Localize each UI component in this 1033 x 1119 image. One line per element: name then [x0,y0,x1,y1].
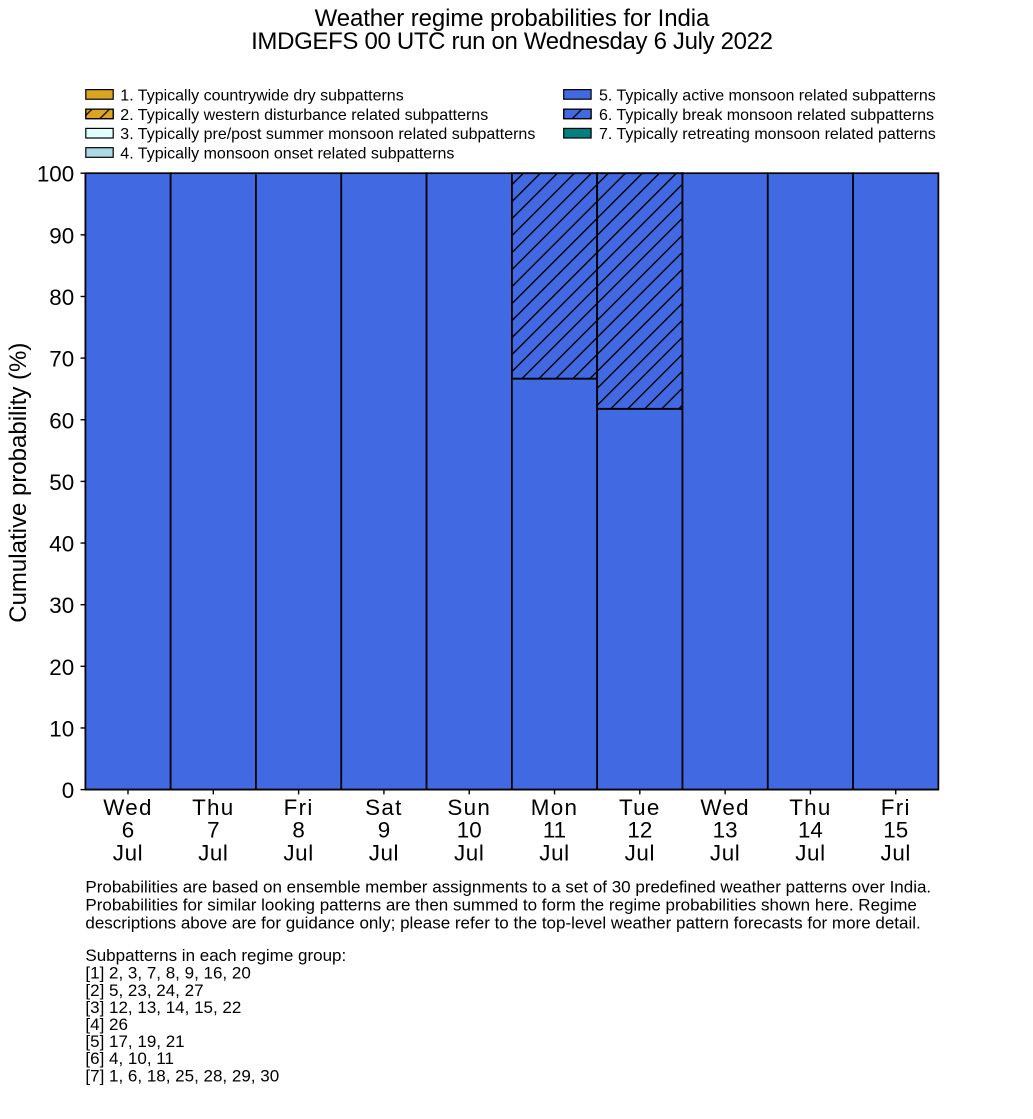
svg-text:Fri: Fri [284,795,314,820]
svg-text:[5] 17, 19, 21: [5] 17, 19, 21 [85,1032,184,1051]
svg-text:15: 15 [883,818,908,843]
svg-text:5. Typically active monsoon re: 5. Typically active monsoon related subp… [599,87,936,104]
svg-text:7. Typically retreating monsoo: 7. Typically retreating monsoon related … [599,126,936,143]
svg-text:4. Typically monsoon onset rel: 4. Typically monsoon onset related subpa… [120,145,454,162]
svg-text:0: 0 [62,778,74,803]
svg-text:Jul: Jul [795,840,825,865]
svg-text:80: 80 [49,285,74,310]
svg-text:50: 50 [49,470,74,495]
svg-text:Subpatterns in each regime gro: Subpatterns in each regime group: [85,946,346,965]
svg-text:10: 10 [457,818,482,843]
svg-text:1. Typically countrywide dry s: 1. Typically countrywide dry subpatterns [120,87,403,104]
svg-text:Jul: Jul [539,840,569,865]
svg-text:90: 90 [49,223,74,248]
svg-text:Sat: Sat [365,795,403,820]
svg-text:Wed: Wed [103,795,153,820]
svg-text:Fri: Fri [881,795,911,820]
svg-text:Jul: Jul [625,840,655,865]
svg-text:Jul: Jul [113,840,143,865]
svg-text:Jul: Jul [283,840,313,865]
svg-text:12: 12 [627,818,652,843]
svg-text:Sun: Sun [447,795,491,820]
svg-text:70: 70 [49,347,74,372]
svg-text:20: 20 [49,655,74,680]
svg-text:100: 100 [37,162,74,187]
svg-text:7: 7 [207,818,219,843]
svg-text:13: 13 [713,818,738,843]
svg-text:6. Typically break monsoon rel: 6. Typically break monsoon related subpa… [599,107,934,124]
svg-text:6: 6 [122,818,134,843]
svg-text:10: 10 [49,716,74,741]
svg-text:8: 8 [292,818,304,843]
svg-text:40: 40 [49,532,74,557]
svg-text:Mon: Mon [531,795,578,820]
svg-text:Jul: Jul [710,840,740,865]
svg-text:30: 30 [49,593,74,618]
svg-text:[2] 5, 23, 24, 27: [2] 5, 23, 24, 27 [85,981,203,1000]
svg-text:Jul: Jul [454,840,484,865]
svg-text:Tue: Tue [619,795,661,820]
svg-text:Jul: Jul [198,840,228,865]
svg-text:Wed: Wed [700,795,750,820]
svg-text:60: 60 [49,408,74,433]
svg-text:Thu: Thu [789,795,831,820]
svg-text:Jul: Jul [881,840,911,865]
svg-text:9: 9 [378,818,390,843]
svg-text:[1] 2, 3, 7, 8, 9, 16, 20: [1] 2, 3, 7, 8, 9, 16, 20 [85,964,250,983]
svg-text:Probabilities are based on ens: Probabilities are based on ensemble memb… [85,878,931,897]
svg-text:Weather regime probabilities f: Weather regime probabilities for India [315,5,710,32]
svg-text:11: 11 [543,818,566,843]
svg-text:[6] 4, 10, 11: [6] 4, 10, 11 [85,1049,174,1068]
svg-text:Probabilities for similar look: Probabilities for similar looking patter… [85,896,917,915]
svg-text:Jul: Jul [369,840,399,865]
svg-text:descriptions above are for gui: descriptions above are for guidance only… [85,914,920,933]
svg-text:14: 14 [798,818,823,843]
svg-text:Cumulative probability (%): Cumulative probability (%) [5,343,32,623]
svg-text:[7] 1, 6, 18, 25, 28, 29, 30: [7] 1, 6, 18, 25, 28, 29, 30 [85,1066,279,1085]
svg-text:IMDGEFS 00 UTC run on Wednesda: IMDGEFS 00 UTC run on Wednesday 6 July 2… [251,28,773,55]
svg-text:[4] 26: [4] 26 [85,1015,128,1034]
svg-text:3. Typically pre/post summer m: 3. Typically pre/post summer monsoon rel… [120,126,535,143]
svg-text:[3] 12, 13, 14, 15, 22: [3] 12, 13, 14, 15, 22 [85,998,241,1017]
svg-text:2. Typically western disturban: 2. Typically western disturbance related… [120,107,488,124]
svg-text:Thu: Thu [192,795,234,820]
